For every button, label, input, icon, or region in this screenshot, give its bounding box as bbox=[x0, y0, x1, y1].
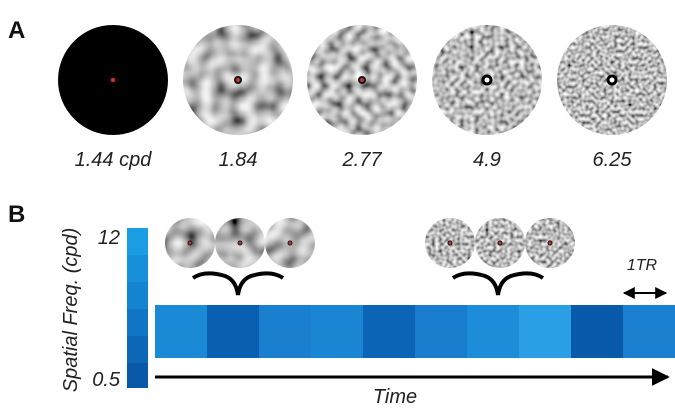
small-stimuli bbox=[165, 218, 575, 268]
scale-bottom: 0.5 bbox=[92, 369, 121, 391]
stimulus-label: 4.9 bbox=[473, 149, 501, 171]
tr-label: 1TR bbox=[627, 257, 658, 274]
scale-top: 12 bbox=[98, 227, 120, 249]
stimulus-label: 1.44 cpd bbox=[75, 149, 153, 171]
panel-label: B bbox=[8, 201, 25, 228]
x-axis-label: Time bbox=[373, 386, 417, 408]
panel-label: A bbox=[8, 17, 25, 44]
stimulus-label: 6.25 bbox=[593, 149, 633, 171]
stimulus-label: 1.84 bbox=[219, 149, 258, 171]
stimulus-label: 2.77 bbox=[342, 149, 383, 171]
y-axis-label: Spatial Freq. (cpd) bbox=[60, 228, 82, 393]
colorbar bbox=[127, 228, 148, 388]
timeline bbox=[155, 305, 675, 358]
stimuli bbox=[58, 25, 667, 135]
braces bbox=[191, 271, 545, 296]
